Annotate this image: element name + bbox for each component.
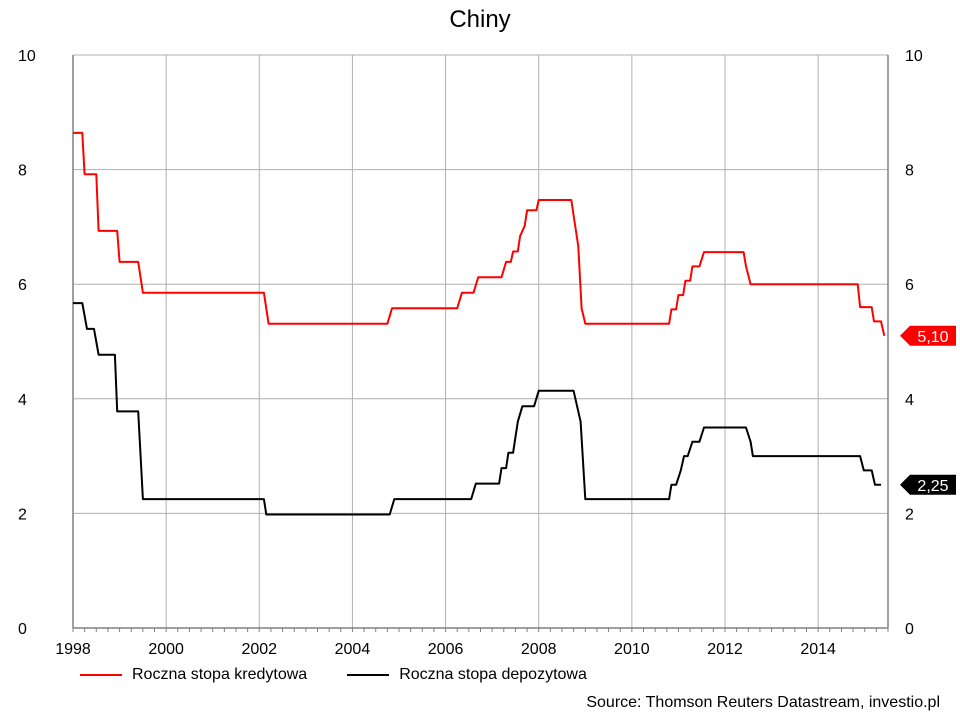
y-tick-label-left: 2 [18, 506, 27, 523]
end-value-tag-kredytowa [900, 325, 956, 346]
y-tick-label-left: 0 [18, 621, 27, 638]
legend-item-depozytowa: Roczna stopa depozytowa [347, 666, 587, 684]
grid [73, 54, 888, 629]
series-lines [73, 131, 886, 516]
y-tick-label-right: 0 [905, 621, 914, 638]
y-tick-label-left: 10 [18, 48, 36, 65]
legend-swatch-red [80, 674, 122, 676]
end-value-tag-depozytowa [900, 474, 956, 495]
axes: 0 0 2 2 4 4 6 6 8 8 10 10 1998 2000 2002 2004 2006 2008 20… [18, 48, 923, 658]
legend: Roczna stopa kredytowa Roczna stopa depo… [80, 666, 587, 684]
series-line-kredytowa [73, 131, 886, 337]
chart-title: Chiny [449, 6, 511, 33]
y-tick-label-left: 8 [18, 163, 27, 180]
y-tick-label-left: 6 [18, 277, 27, 294]
x-tick-label: 2004 [335, 641, 371, 658]
end-value-label: 2,25 [917, 478, 948, 495]
y-tick-label-right: 6 [905, 277, 914, 294]
series-line-depozytowa [73, 302, 881, 516]
x-tick-label: 2000 [148, 641, 184, 658]
end-labels: 5,10 2,25 [900, 325, 956, 495]
legend-item-kredytowa: Roczna stopa kredytowa [80, 666, 307, 684]
x-tick-label: 2010 [614, 641, 650, 658]
x-tick-label: 2008 [521, 641, 557, 658]
x-tick-label: 2014 [800, 641, 836, 658]
source-note: Source: Thomson Reuters Datastream, inve… [586, 694, 940, 711]
x-tick-label: 2002 [241, 641, 277, 658]
x-tick-label: 2012 [707, 641, 743, 658]
x-tick-label: 1998 [55, 641, 91, 658]
legend-swatch-black [347, 674, 390, 676]
legend-label-depozytowa: Roczna stopa depozytowa [399, 666, 587, 683]
y-tick-label-left: 4 [18, 392, 27, 409]
y-tick-label-right: 8 [905, 163, 914, 180]
end-value-label: 5,10 [917, 329, 948, 346]
y-tick-label-right: 10 [905, 48, 923, 65]
y-tick-label-right: 2 [905, 506, 914, 523]
y-tick-label-right: 4 [905, 392, 914, 409]
legend-label-kredytowa: Roczna stopa kredytowa [132, 666, 308, 683]
x-tick-label: 2006 [428, 641, 464, 658]
